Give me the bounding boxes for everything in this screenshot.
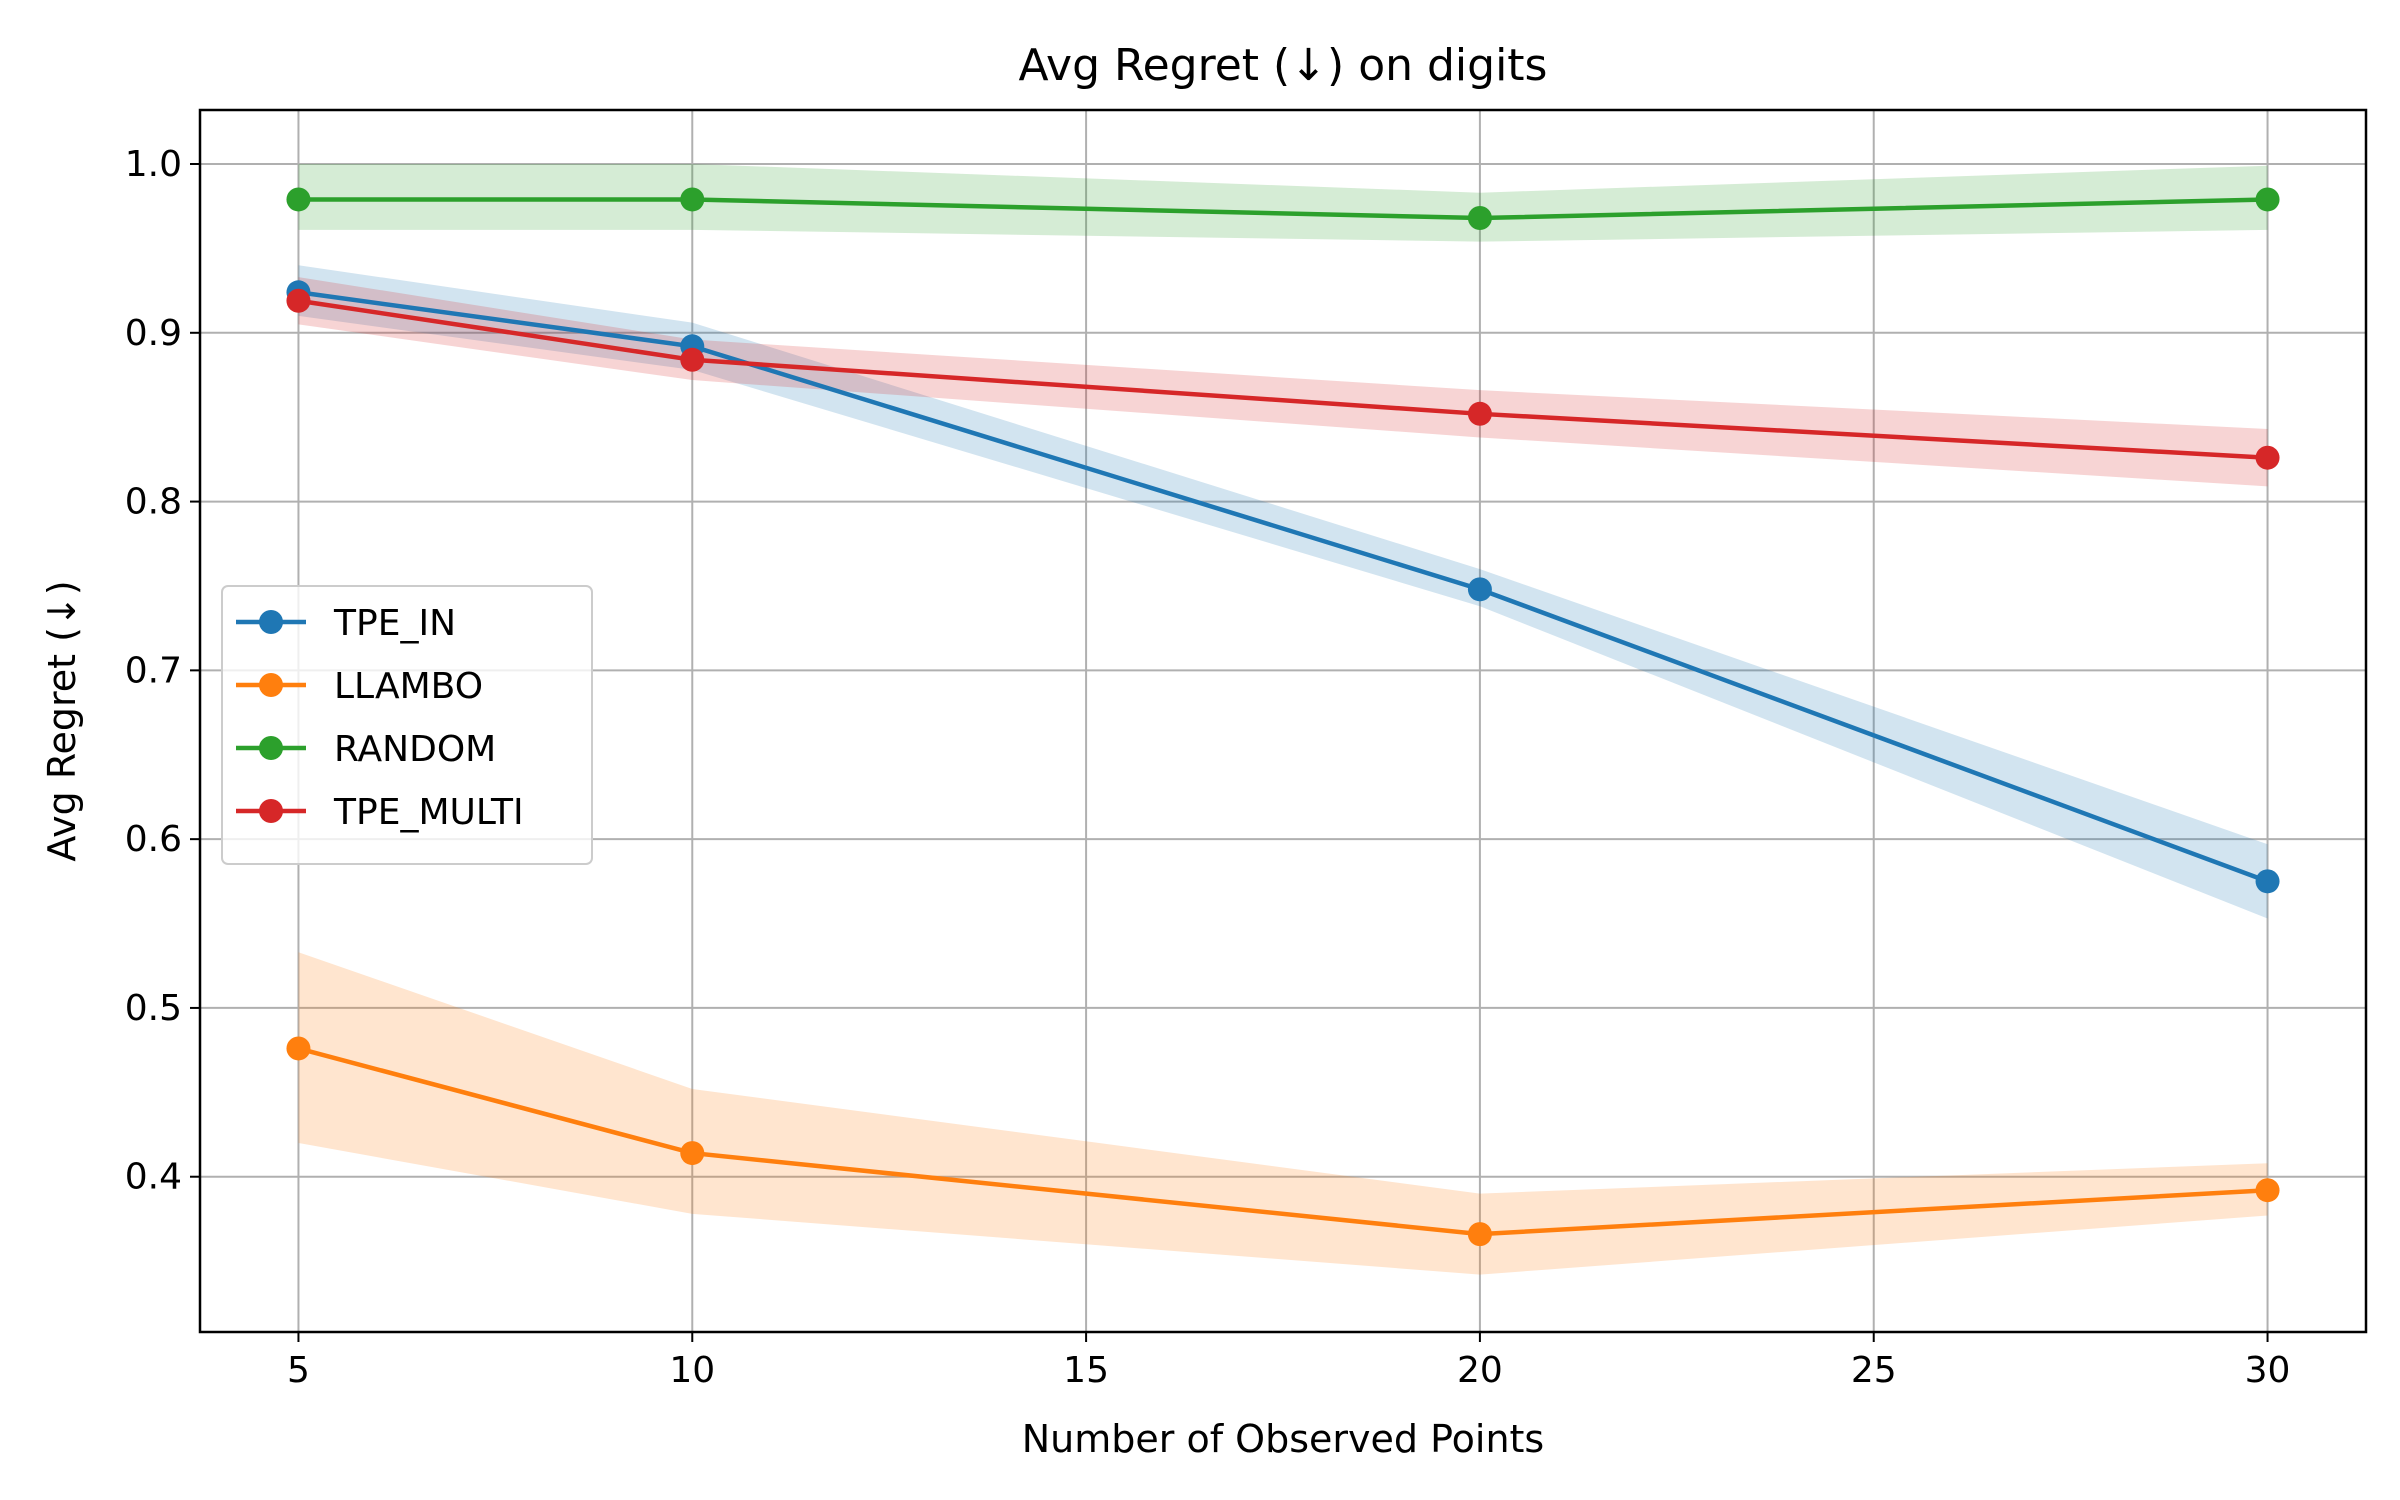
x-tick-label: 5 [287,1350,310,1391]
legend-swatch-marker-tpe-in [259,610,283,634]
x-tick-label: 30 [2245,1350,2291,1391]
tpe-multi-confidence-band [298,277,2268,487]
tpe-in-data-point [1467,577,1492,602]
tpe-in-data-point [2255,869,2280,894]
legend-label-llambo: LLAMBO [334,666,483,707]
chart-title: Avg Regret (↓) on digits [1019,40,1548,91]
y-axis-ticks: 0.4 0.5 0.6 0.7 0.8 0.9 1.0 [125,144,200,1198]
legend-label-random: RANDOM [334,729,496,770]
llambo-data-point [286,1036,311,1061]
x-axis-label: Number of Observed Points [1022,1417,1544,1461]
random-data-point [680,187,705,212]
tpe-multi-series-line [298,298,2268,460]
legend: TPE_IN LLAMBO RANDOM TPE_MULTI [221,585,593,865]
x-axis-ticks: 5 10 15 20 25 30 [287,1332,2290,1391]
legend-box [221,585,593,865]
y-tick-label: 0.8 [125,482,182,523]
legend-swatch-marker-tpe-multi [259,799,283,823]
x-tick-label: 25 [1851,1350,1897,1391]
tpe-multi-data-point [1467,401,1492,426]
llambo-series-line [297,1046,2268,1237]
y-tick-label: 0.9 [125,313,182,354]
llambo-confidence-band [298,952,2268,1275]
legend-label-tpe-multi: TPE_MULTI [333,792,524,833]
tpe-multi-data-point [286,288,311,313]
y-tick-label: 0.7 [125,650,182,691]
legend-swatch-marker-random [259,736,283,760]
tpe-in-series-line [298,290,2269,884]
random-series-line [298,197,2268,221]
y-axis-label: Avg Regret (↓) [40,580,84,861]
y-tick-label: 0.5 [125,988,182,1029]
legend-swatch-marker-llambo [259,673,283,697]
tpe-multi-data-point [2255,445,2280,470]
series-lines [297,197,2269,1237]
legend-label-tpe-in: TPE_IN [333,603,456,644]
random-data-point [286,187,311,212]
x-tick-label: 20 [1457,1350,1503,1391]
random-data-point [2255,187,2280,212]
llambo-data-point [2255,1178,2280,1203]
x-tick-label: 10 [669,1350,715,1391]
random-confidence-band [298,164,2268,242]
x-tick-label: 15 [1063,1350,1109,1391]
tpe-multi-data-point [680,347,705,372]
llambo-data-point [1467,1222,1492,1247]
series-markers [286,187,2280,1247]
y-tick-label: 1.0 [125,144,182,185]
y-tick-label: 0.4 [125,1157,182,1198]
plot-area-frame [198,108,2368,1334]
llambo-data-point [680,1141,705,1166]
random-data-point [1467,206,1492,231]
y-tick-label: 0.6 [125,819,182,860]
